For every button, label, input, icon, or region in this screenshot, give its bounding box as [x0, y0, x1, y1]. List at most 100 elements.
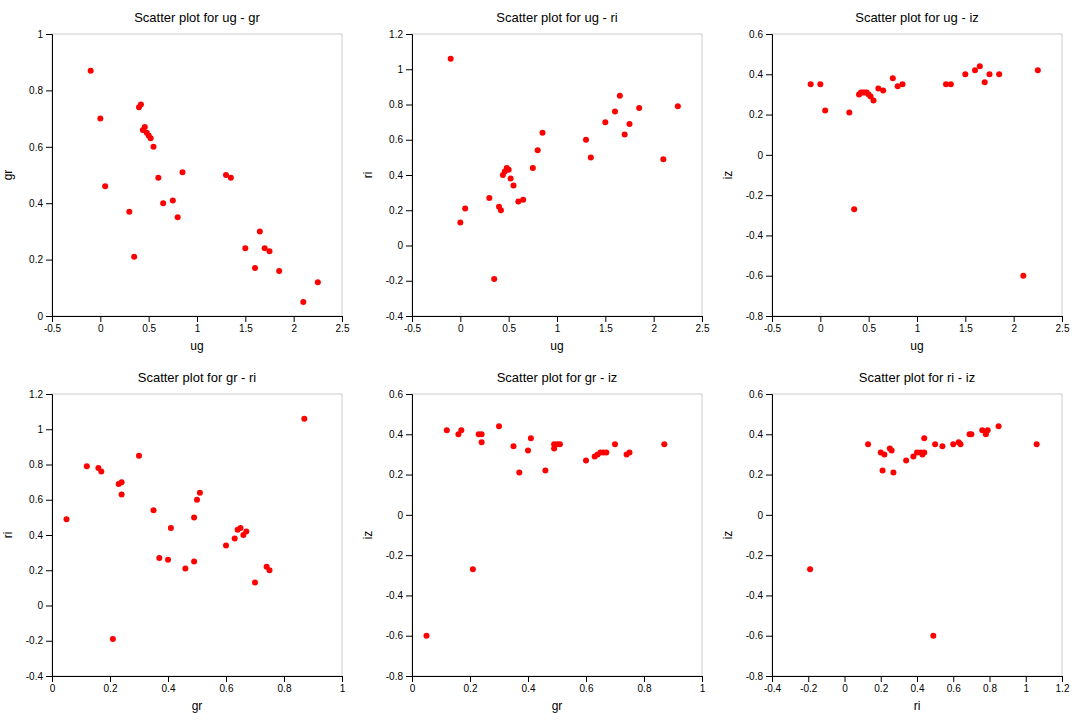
x-axis-title: ug [910, 339, 923, 353]
point [865, 441, 871, 447]
point [617, 93, 623, 99]
tick-label: 0 [37, 311, 43, 322]
point [476, 431, 482, 437]
tick: 0 [98, 316, 104, 334]
tick-label: 2 [651, 323, 657, 334]
subplot: -0.500.511.522.500.20.40.60.81Scatter pl… [1, 10, 350, 353]
point [88, 68, 94, 74]
tick-label: -0.6 [746, 270, 764, 281]
tick: 0.2 [749, 469, 772, 480]
tick-label: -0.2 [746, 190, 764, 201]
point [457, 220, 463, 226]
point [180, 169, 186, 175]
tick-label: -0.2 [746, 550, 764, 561]
point [822, 108, 828, 114]
tick-mark [245, 316, 246, 322]
tick-mark [766, 515, 772, 516]
point [160, 200, 166, 206]
tick-label: 2 [291, 323, 297, 334]
point [252, 265, 258, 271]
tick: 0.5 [142, 316, 156, 334]
point [257, 228, 263, 234]
tick-label: 1.2 [29, 389, 43, 400]
y-axis: -0.8-0.6-0.4-0.200.20.40.6 [746, 29, 773, 322]
point [119, 491, 125, 497]
tick: 2.5 [336, 316, 350, 334]
tick-label: 0.6 [220, 683, 234, 694]
point [126, 209, 132, 215]
tick: 0.4 [749, 69, 772, 80]
tick-mark [406, 316, 412, 317]
point [116, 481, 122, 487]
tick-label: 0.2 [749, 469, 763, 480]
tick-label: 0.2 [464, 683, 478, 694]
tick-mark [528, 676, 529, 682]
point [890, 75, 896, 81]
axis-line [766, 35, 773, 317]
tick: -0.5 [764, 316, 782, 334]
tick: 1 [700, 676, 706, 694]
tick-label: 0 [458, 323, 464, 334]
x-axis: -0.500.511.522.5 [764, 316, 1070, 334]
tick-mark [226, 676, 227, 682]
tick-mark [406, 434, 412, 435]
point [987, 71, 993, 77]
tick-mark [766, 434, 772, 435]
tick-label: 0.4 [749, 69, 763, 80]
tick: 1 [555, 316, 561, 334]
tick-mark [766, 475, 772, 476]
tick: 2.5 [696, 316, 710, 334]
tick-mark [406, 475, 412, 476]
tick-label: -0.5 [44, 323, 62, 334]
tick-label: -0.4 [26, 671, 44, 682]
tick: 1 [397, 64, 412, 75]
tick-label: 0.2 [29, 565, 43, 576]
tick-mark [46, 34, 52, 35]
tick-label: 0.4 [29, 530, 43, 541]
point [95, 465, 101, 471]
point [583, 137, 589, 143]
tick: 0.8 [278, 676, 292, 694]
tick: 0.8 [983, 676, 997, 694]
tick-mark [1014, 316, 1015, 322]
tick-label: 2.5 [1056, 323, 1070, 334]
point [64, 516, 70, 522]
tick-label: 0 [757, 510, 763, 521]
point [807, 566, 813, 572]
tick: -0.5 [404, 316, 422, 334]
tick-mark [294, 316, 295, 322]
x-axis-title: gr [552, 699, 563, 713]
tick-label: -0.6 [386, 630, 404, 641]
point [301, 416, 307, 422]
tick-mark [766, 276, 772, 277]
plot-frame [772, 394, 1062, 676]
axis-line [53, 317, 343, 323]
x-axis: -0.500.511.522.5 [44, 316, 350, 334]
point [1034, 441, 1040, 447]
tick-mark [953, 676, 954, 682]
y-axis: -0.8-0.6-0.4-0.200.20.40.6 [386, 389, 413, 682]
tick: 0 [757, 510, 772, 521]
point [636, 105, 642, 111]
axis-line [406, 35, 413, 317]
tick-mark [766, 34, 772, 35]
point [498, 207, 504, 213]
tick-label: 2.5 [696, 323, 710, 334]
tick-mark [766, 595, 772, 596]
tick-label: 0.5 [142, 323, 156, 334]
tick-mark [46, 465, 52, 466]
tick-label: 0 [842, 683, 848, 694]
tick-mark [342, 676, 343, 682]
tick-mark [1062, 676, 1063, 682]
tick-mark [766, 394, 772, 395]
point [535, 147, 541, 153]
y-axis: 00.20.40.60.81 [29, 29, 52, 322]
point [242, 245, 248, 251]
point [267, 567, 273, 573]
tick-label: -0.8 [386, 671, 404, 682]
tick: 0.6 [947, 676, 961, 694]
tick-mark [46, 641, 52, 642]
tick-label: 0.4 [162, 683, 176, 694]
tick: 0 [458, 316, 464, 334]
point [1020, 273, 1026, 279]
